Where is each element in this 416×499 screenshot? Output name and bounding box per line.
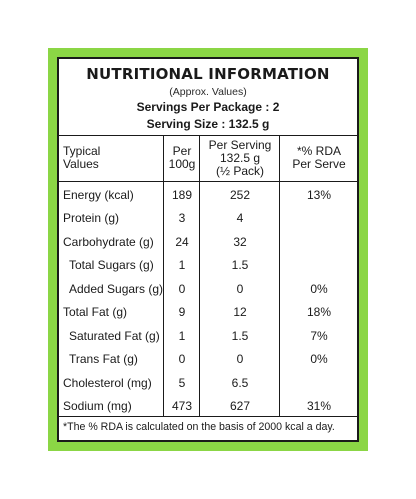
per-serving-value: 252 xyxy=(229,188,251,202)
nutrient-name: Energy (kcal) xyxy=(63,188,134,202)
rda-value: 7% xyxy=(310,329,328,343)
column-divider xyxy=(199,136,200,416)
nutrient-name: Carbohydrate (g) xyxy=(63,235,154,249)
per-100g-value: 1 xyxy=(178,258,186,272)
per-serving-value: 627 xyxy=(229,399,251,413)
column-divider xyxy=(279,136,280,416)
nutrient-name: Sodium (mg) xyxy=(63,399,132,413)
nutrition-table: Typical Values Per 100g Per Serving 132.… xyxy=(59,135,357,417)
per-serving-value: 1.5 xyxy=(231,258,249,272)
nutrient-name: Added Sugars (g) xyxy=(69,282,164,296)
header-per-serving: Per Serving 132.5 g (½ Pack) xyxy=(201,139,279,178)
rda-value: 0% xyxy=(310,352,328,366)
header-divider xyxy=(59,181,357,182)
per-100g-value: 0 xyxy=(178,352,186,366)
header-half-pack: (½ Pack) xyxy=(215,164,264,178)
label-title: NUTRITIONAL INFORMATION xyxy=(86,65,330,83)
nutrient-name: Total Fat (g) xyxy=(63,305,128,319)
label-subtitle: (Approx. Values) xyxy=(169,86,247,98)
header-per-serve: Per Serve xyxy=(292,157,346,171)
per-serving-value: 0 xyxy=(236,282,244,296)
servings-per-package: Servings Per Package : 2 xyxy=(136,100,280,114)
rda-value: 13% xyxy=(306,188,332,202)
header-typical-values: Typical Values xyxy=(63,145,100,171)
header-per-100g: Per 100g xyxy=(165,145,199,171)
nutrient-name: Trans Fat (g) xyxy=(69,352,138,366)
header-serving-weight: 132.5 g xyxy=(219,151,261,165)
header-values: Values xyxy=(63,157,99,171)
per-100g-value: 1 xyxy=(178,329,186,343)
serving-size: Serving Size : 132.5 g xyxy=(146,117,270,131)
per-100g-value: 473 xyxy=(171,399,193,413)
rda-value: 31% xyxy=(306,399,332,413)
per-100g-value: 189 xyxy=(171,188,193,202)
nutrient-name: Saturated Fat (g) xyxy=(69,329,160,343)
per-serving-value: 0 xyxy=(236,352,244,366)
nutrient-name: Protein (g) xyxy=(63,211,120,225)
header-100g: 100g xyxy=(168,157,196,171)
per-serving-value: 32 xyxy=(233,235,247,249)
header-typical: Typical xyxy=(63,144,101,158)
header-rda-label: *% RDA xyxy=(296,144,341,158)
per-100g-value: 9 xyxy=(178,305,186,319)
header-per-serving-label: Per Serving xyxy=(208,138,272,152)
per-serving-value: 1.5 xyxy=(231,329,249,343)
column-divider xyxy=(163,136,164,416)
per-100g-value: 5 xyxy=(178,376,186,390)
per-serving-value: 4 xyxy=(236,211,244,225)
rda-footnote: *The % RDA is calculated on the basis of… xyxy=(63,421,335,433)
header-per: Per xyxy=(172,144,192,158)
rda-value: 0% xyxy=(310,282,328,296)
per-100g-value: 0 xyxy=(178,282,186,296)
rda-value: 18% xyxy=(306,305,332,319)
nutrient-name: Total Sugars (g) xyxy=(69,258,154,272)
per-serving-value: 6.5 xyxy=(231,376,249,390)
per-serving-value: 12 xyxy=(233,305,247,319)
header-rda: *% RDA Per Serve xyxy=(281,145,357,171)
per-100g-value: 24 xyxy=(175,235,189,249)
nutrition-label-frame: NUTRITIONAL INFORMATION (Approx. Values)… xyxy=(48,48,368,451)
nutrition-label: NUTRITIONAL INFORMATION (Approx. Values)… xyxy=(57,57,359,442)
per-100g-value: 3 xyxy=(178,211,186,225)
nutrient-name: Cholesterol (mg) xyxy=(63,376,152,390)
